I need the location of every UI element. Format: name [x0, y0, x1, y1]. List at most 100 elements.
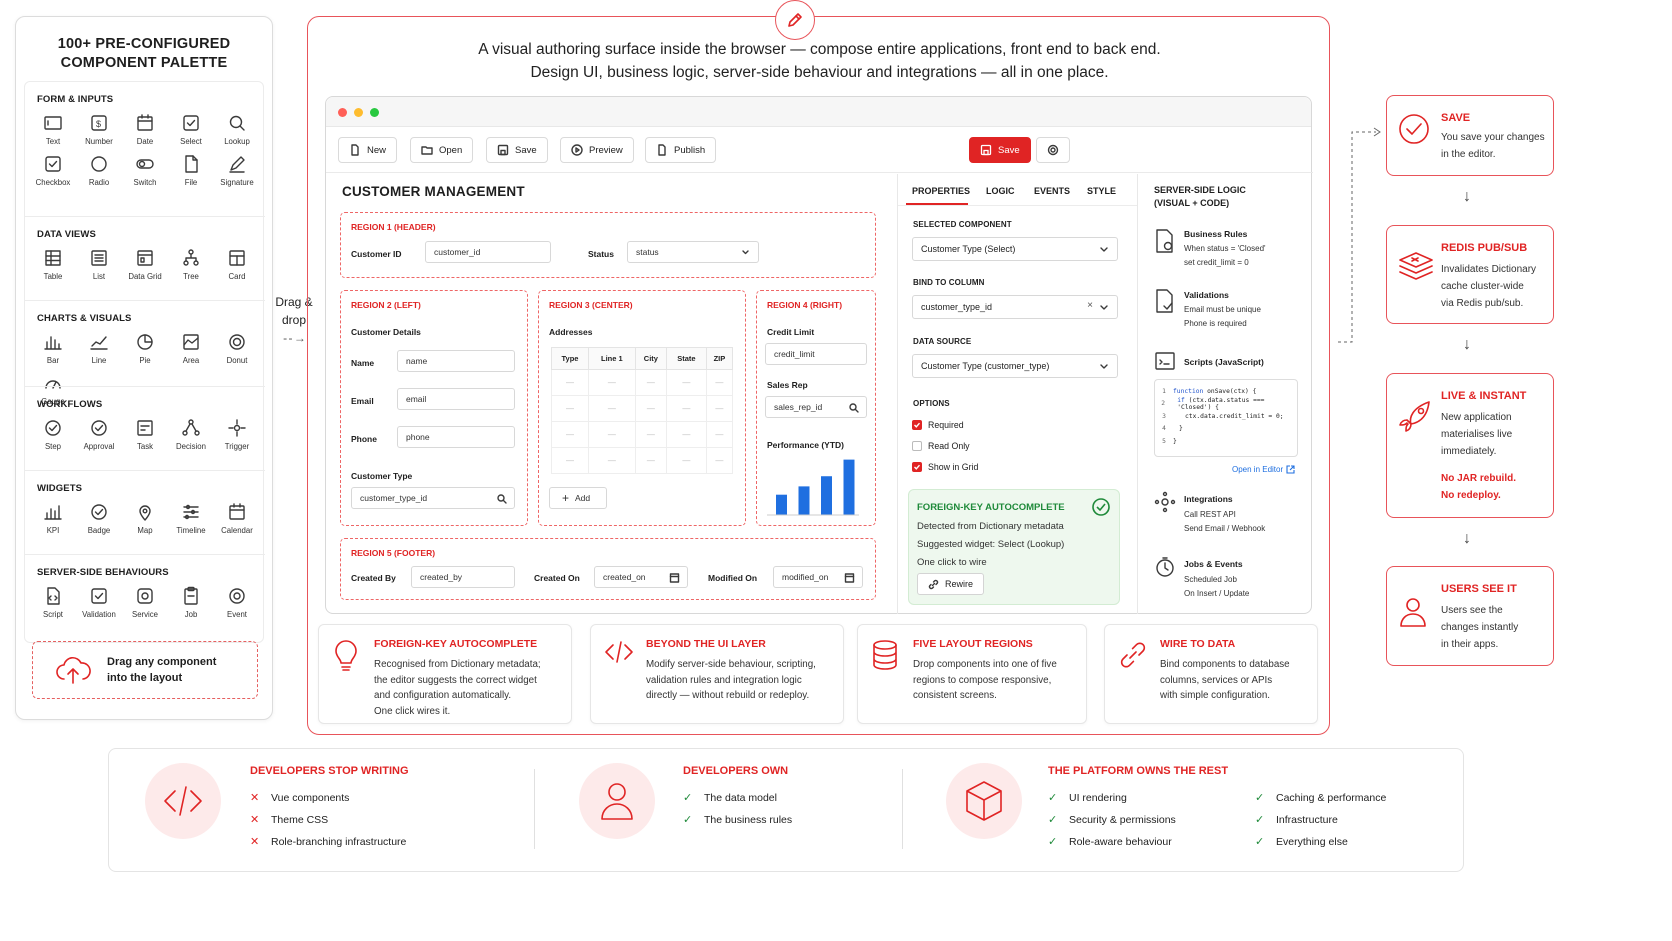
- palette-item-list[interactable]: List: [76, 248, 122, 281]
- publish-button[interactable]: Publish: [645, 137, 717, 163]
- table-row[interactable]: — — — — —: [551, 421, 734, 448]
- palette-item-trigger[interactable]: Trigger: [214, 418, 260, 451]
- save-button[interactable]: Save: [486, 137, 548, 163]
- region-header[interactable]: REGION 1 (HEADER) Customer ID customer_i…: [340, 212, 876, 278]
- tab-properties[interactable]: PROPERTIES: [912, 186, 971, 196]
- option-required[interactable]: Required: [912, 420, 964, 430]
- palette-item-radio[interactable]: Radio: [76, 154, 122, 187]
- palette-item-timeline[interactable]: Timeline: [168, 502, 214, 535]
- script-editor[interactable]: 1 function onSave(ctx) { 2 if (ctx.data.st…: [1154, 379, 1298, 457]
- bind-column-select[interactable]: customer_type_id ×: [912, 295, 1118, 319]
- palette-item-donut[interactable]: Donut: [214, 332, 260, 365]
- palette-item-checkbox[interactable]: Checkbox: [30, 154, 76, 187]
- created-by-field[interactable]: created_by: [411, 566, 515, 588]
- palette-item-date[interactable]: Date: [122, 113, 168, 146]
- palette-item-bar[interactable]: Bar: [30, 332, 76, 365]
- open-button[interactable]: Open: [410, 137, 474, 163]
- palette-item-decision[interactable]: Decision: [168, 418, 214, 451]
- option-read-only[interactable]: Read Only: [912, 441, 970, 451]
- data-source-select[interactable]: Customer Type (customer_type): [912, 354, 1118, 378]
- region-center[interactable]: REGION 3 (CENTER) Addresses Type Line 1 …: [538, 290, 746, 526]
- region-right[interactable]: REGION 4 (RIGHT) Credit Limit credit_lim…: [756, 290, 876, 526]
- checkbox-unchecked[interactable]: [912, 441, 922, 451]
- palette-item-file[interactable]: File: [168, 154, 214, 187]
- credit-limit-field[interactable]: credit_limit: [765, 343, 867, 365]
- palette-item-task[interactable]: Task: [122, 418, 168, 451]
- table-row[interactable]: — — — — —: [551, 369, 734, 396]
- palette-item-script[interactable]: Script: [30, 586, 76, 619]
- palette-item-area[interactable]: Area: [168, 332, 214, 365]
- palette-item-switch[interactable]: Switch: [122, 154, 168, 187]
- checkbox-checked[interactable]: [912, 462, 922, 472]
- maximize-dot[interactable]: [370, 108, 379, 117]
- name-field[interactable]: name: [397, 350, 515, 372]
- tab-logic[interactable]: LOGIC: [986, 186, 1015, 196]
- new-button[interactable]: New: [338, 137, 398, 163]
- palette-item-validation[interactable]: Validation: [76, 586, 122, 619]
- close-dot[interactable]: [338, 108, 347, 117]
- preview-button[interactable]: Preview: [560, 137, 634, 163]
- rewire-button[interactable]: Rewire: [917, 573, 985, 595]
- palette-item-pie[interactable]: Pie: [122, 332, 168, 365]
- palette-item-data-grid[interactable]: Data Grid: [122, 248, 168, 281]
- check-icon: [914, 464, 921, 470]
- list-item: ✓ UI rendering: [1048, 791, 1127, 805]
- column-header[interactable]: City: [634, 347, 668, 370]
- palette-item-number[interactable]: $ Number: [76, 113, 122, 146]
- palette-item-service[interactable]: Service: [122, 586, 168, 619]
- column-header[interactable]: Line 1: [587, 347, 636, 370]
- tab-events[interactable]: EVENTS: [1034, 186, 1071, 196]
- palette-item-map[interactable]: Map: [122, 502, 168, 535]
- table-row[interactable]: — — — — —: [551, 395, 734, 422]
- play-icon: [571, 144, 583, 156]
- settings-button[interactable]: [1036, 137, 1070, 163]
- checkbox-icon: [45, 156, 61, 172]
- palette-item-approval[interactable]: Approval: [76, 418, 122, 451]
- selected-component-select[interactable]: Customer Type (Select): [912, 237, 1118, 261]
- column-header[interactable]: ZIP: [705, 347, 734, 370]
- sales-rep-lookup[interactable]: sales_rep_id: [765, 396, 867, 418]
- palette-item-lookup[interactable]: Lookup: [214, 113, 260, 146]
- palette-item-job[interactable]: Job: [168, 586, 214, 619]
- feature-card-layout-regions: FIVE LAYOUT REGIONS Drop components into…: [857, 624, 1087, 724]
- status-select[interactable]: status: [627, 241, 759, 263]
- down-arrow-icon: ↓: [1463, 336, 1471, 353]
- palette-item-tree[interactable]: Tree: [168, 248, 214, 281]
- palette-item-kpi[interactable]: KPI: [30, 502, 76, 535]
- chart-bar-4: [843, 459, 855, 515]
- open-in-editor-link[interactable]: Open in Editor: [1232, 465, 1295, 474]
- table-row[interactable]: — — — — —: [551, 447, 734, 474]
- palette-item-signature[interactable]: Signature: [214, 154, 260, 187]
- palette-item-gauge[interactable]: Gauge: [30, 373, 76, 406]
- column-header[interactable]: State: [666, 347, 707, 370]
- palette-item-badge[interactable]: Badge: [76, 502, 122, 535]
- add-address-button[interactable]: + Add: [549, 487, 607, 509]
- save-primary-button[interactable]: Save: [969, 137, 1031, 163]
- search-icon: [497, 494, 507, 504]
- customer-type-lookup[interactable]: customer_type_id: [351, 487, 515, 509]
- palette-item-card[interactable]: Card: [214, 248, 260, 281]
- modified-on-date[interactable]: modified_on: [773, 566, 863, 588]
- tab-style[interactable]: STYLE: [1087, 186, 1117, 196]
- region-footer[interactable]: REGION 5 (FOOTER) Created By created_by …: [340, 538, 876, 600]
- palette-item-step[interactable]: Step: [30, 418, 76, 451]
- palette-item-table[interactable]: Table: [30, 248, 76, 281]
- save-icon: [497, 144, 509, 156]
- clock-icon: [1156, 557, 1174, 577]
- customer-id-field[interactable]: customer_id: [425, 241, 551, 263]
- palette-item-text[interactable]: Text: [30, 113, 76, 146]
- column-header[interactable]: Type: [551, 347, 589, 370]
- option-show-in-grid[interactable]: Show in Grid: [912, 462, 978, 472]
- minimize-dot[interactable]: [354, 108, 363, 117]
- new-file-icon: [351, 144, 359, 156]
- palette-item-line[interactable]: Line: [76, 332, 122, 365]
- palette-item-select[interactable]: Select: [168, 113, 214, 146]
- email-field[interactable]: email: [397, 388, 515, 410]
- palette-item-event[interactable]: Event: [214, 586, 260, 619]
- checkbox-checked[interactable]: [912, 420, 922, 430]
- clear-icon[interactable]: ×: [1087, 300, 1093, 311]
- palette-item-calendar[interactable]: Calendar: [214, 502, 260, 535]
- created-on-date[interactable]: created_on: [594, 566, 688, 588]
- phone-field[interactable]: phone: [397, 426, 515, 448]
- region-left[interactable]: REGION 2 (LEFT) Customer Details Name na…: [340, 290, 528, 526]
